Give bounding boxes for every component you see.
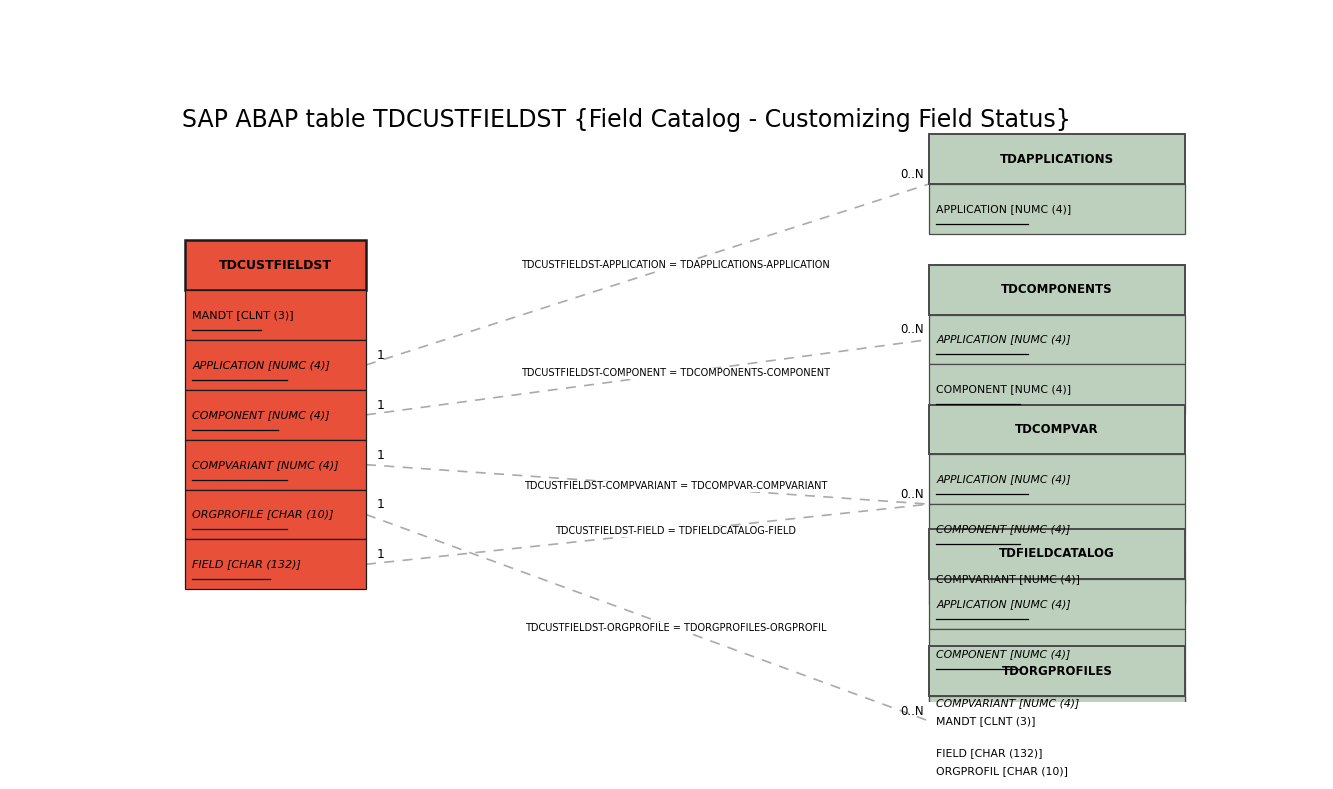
Text: TDCUSTFIELDST-COMPONENT = TDCOMPONENTS-COMPONENT: TDCUSTFIELDST-COMPONENT = TDCOMPONENTS-C…	[521, 368, 830, 379]
Text: ORGPROFIL [CHAR (10)]: ORGPROFIL [CHAR (10)]	[936, 766, 1068, 776]
Text: TDCUSTFIELDST-ORGPROFILE = TDORGPROFILES-ORGPROFIL: TDCUSTFIELDST-ORGPROFILE = TDORGPROFILES…	[525, 623, 826, 633]
Bar	[185, 340, 367, 390]
Text: 0..N: 0..N	[900, 705, 924, 718]
Text: COMPONENT [NUMC (4)]: COMPONENT [NUMC (4)]	[936, 384, 1072, 394]
Bar	[929, 405, 1185, 454]
Text: APPLICATION [NUMC (4)]: APPLICATION [NUMC (4)]	[936, 335, 1070, 345]
Text: FIELD [CHAR (132)]: FIELD [CHAR (132)]	[192, 559, 301, 570]
Bar	[929, 646, 1185, 696]
Bar	[185, 489, 367, 540]
Text: 1: 1	[376, 349, 384, 362]
Text: TDAPPLICATIONS: TDAPPLICATIONS	[1000, 152, 1114, 166]
Text: COMPVARIANT [NUMC (4)]: COMPVARIANT [NUMC (4)]	[192, 460, 339, 469]
Bar	[185, 540, 367, 589]
Text: COMPONENT [NUMC (4)]: COMPONENT [NUMC (4)]	[936, 524, 1070, 534]
Text: APPLICATION [NUMC (4)]: APPLICATION [NUMC (4)]	[192, 360, 331, 370]
Text: 1: 1	[376, 548, 384, 561]
Bar	[929, 184, 1185, 234]
Text: TDCOMPONENTS: TDCOMPONENTS	[1001, 283, 1113, 296]
Text: APPLICATION [NUMC (4)]: APPLICATION [NUMC (4)]	[936, 204, 1072, 214]
Bar	[185, 439, 367, 489]
Text: ORGPROFILE [CHAR (10)]: ORGPROFILE [CHAR (10)]	[192, 510, 335, 519]
Text: TDCUSTFIELDST-COMPVARIANT = TDCOMPVAR-COMPVARIANT: TDCUSTFIELDST-COMPVARIANT = TDCOMPVAR-CO…	[524, 481, 828, 492]
Text: APPLICATION [NUMC (4)]: APPLICATION [NUMC (4)]	[936, 599, 1070, 609]
Text: 1: 1	[376, 398, 384, 412]
Text: 0..N: 0..N	[900, 168, 924, 181]
Bar	[929, 265, 1185, 315]
Bar	[929, 315, 1185, 365]
Bar	[929, 679, 1185, 728]
Bar	[929, 746, 1185, 789]
Text: SAP ABAP table TDCUSTFIELDST {Field Catalog - Customizing Field Status}: SAP ABAP table TDCUSTFIELDST {Field Cata…	[183, 108, 1070, 132]
Text: 1: 1	[376, 499, 384, 511]
Bar	[185, 241, 367, 290]
Text: COMPVARIANT [NUMC (4)]: COMPVARIANT [NUMC (4)]	[936, 574, 1080, 584]
Bar	[929, 696, 1185, 746]
Text: TDCUSTFIELDST-FIELD = TDFIELDCATALOG-FIELD: TDCUSTFIELDST-FIELD = TDFIELDCATALOG-FIE…	[555, 526, 796, 537]
Text: COMPVARIANT [NUMC (4)]: COMPVARIANT [NUMC (4)]	[936, 698, 1080, 709]
Text: MANDT [CLNT (3)]: MANDT [CLNT (3)]	[192, 310, 295, 320]
Bar	[929, 134, 1185, 184]
Bar	[185, 390, 367, 439]
Bar	[929, 728, 1185, 778]
Bar	[929, 529, 1185, 579]
Bar	[929, 629, 1185, 679]
Text: TDCOMPVAR: TDCOMPVAR	[1016, 423, 1098, 436]
Bar	[185, 290, 367, 340]
Text: 0..N: 0..N	[900, 488, 924, 501]
Text: APPLICATION [NUMC (4)]: APPLICATION [NUMC (4)]	[936, 474, 1070, 484]
Bar	[929, 504, 1185, 554]
Text: TDORGPROFILES: TDORGPROFILES	[1001, 664, 1113, 678]
Text: MANDT [CLNT (3)]: MANDT [CLNT (3)]	[936, 716, 1036, 726]
Text: TDCUSTFIELDST: TDCUSTFIELDST	[219, 259, 332, 272]
Text: 0..N: 0..N	[900, 323, 924, 336]
Bar	[929, 365, 1185, 414]
Text: TDCUSTFIELDST-APPLICATION = TDAPPLICATIONS-APPLICATION: TDCUSTFIELDST-APPLICATION = TDAPPLICATIO…	[521, 260, 830, 271]
Bar	[929, 579, 1185, 629]
Text: FIELD [CHAR (132)]: FIELD [CHAR (132)]	[936, 748, 1042, 758]
Text: 1: 1	[376, 449, 384, 462]
Text: COMPONENT [NUMC (4)]: COMPONENT [NUMC (4)]	[936, 649, 1070, 659]
Bar	[929, 554, 1185, 604]
Text: COMPONENT [NUMC (4)]: COMPONENT [NUMC (4)]	[192, 409, 331, 420]
Bar	[929, 454, 1185, 504]
Text: TDFIELDCATALOG: TDFIELDCATALOG	[1000, 548, 1114, 560]
